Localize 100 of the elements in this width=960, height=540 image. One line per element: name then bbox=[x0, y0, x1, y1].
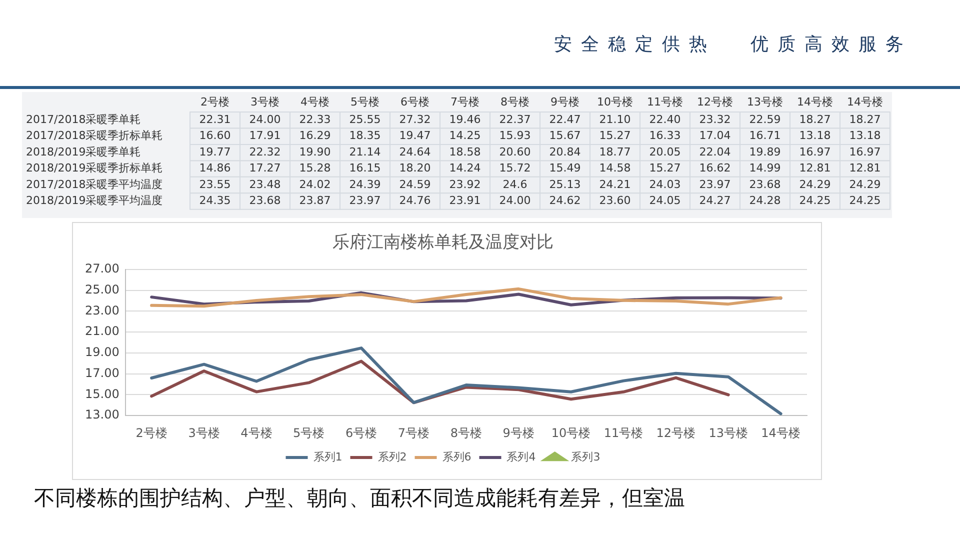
data-label: 16.15 bbox=[349, 162, 381, 175]
data-label: 16.29 bbox=[299, 129, 331, 142]
y-tick-label: 2018/2019采暖季折标单耗 bbox=[26, 162, 163, 175]
data-label: 12.81 bbox=[849, 162, 881, 175]
data-label: 16.71 bbox=[749, 129, 781, 142]
x-tick-label: 13号楼 bbox=[747, 95, 783, 108]
data-label: 18.27 bbox=[849, 112, 881, 126]
x-tick-label: 5号楼 bbox=[293, 426, 325, 440]
data-label: 24.21 bbox=[599, 178, 631, 191]
data-label: 12.81 bbox=[799, 162, 831, 175]
legend-label: 系列1 bbox=[313, 450, 342, 464]
data-label: 16.97 bbox=[799, 145, 831, 158]
data-label: 18.20 bbox=[399, 162, 431, 175]
x-tick-label: 9号楼 bbox=[550, 95, 580, 108]
data-label: 20.05 bbox=[649, 145, 681, 158]
data-label: 24.00 bbox=[249, 112, 281, 126]
y-tick-label: 23.00 bbox=[84, 303, 120, 318]
data-label: 22.37 bbox=[499, 112, 531, 126]
data-label: 23.60 bbox=[599, 194, 631, 208]
x-tick-label: 14号楼 bbox=[761, 426, 800, 440]
data-label: 23.87 bbox=[299, 194, 331, 208]
x-tick-label: 14号楼 bbox=[847, 95, 883, 108]
data-label: 23.68 bbox=[249, 194, 281, 208]
data-label: 23.68 bbox=[749, 178, 781, 191]
x-tick-label: 3号楼 bbox=[188, 426, 220, 440]
data-label: 22.32 bbox=[249, 145, 281, 158]
data-label: 18.77 bbox=[599, 145, 631, 158]
data-label: 16.62 bbox=[699, 162, 731, 175]
data-label: 27.32 bbox=[399, 112, 431, 126]
data-label: 22.31 bbox=[199, 112, 231, 126]
data-label: 25.55 bbox=[349, 112, 381, 126]
data-label: 17.27 bbox=[249, 162, 281, 175]
data-label: 15.27 bbox=[599, 129, 631, 142]
data-label: 23.55 bbox=[199, 178, 231, 191]
data-label: 24.29 bbox=[799, 178, 831, 191]
data-label: 16.60 bbox=[199, 129, 231, 142]
data-label: 15.72 bbox=[499, 162, 531, 175]
data-label: 19.46 bbox=[449, 112, 481, 126]
y-tick-label: 2017/2018采暖季单耗 bbox=[26, 112, 141, 126]
text: 不同楼栋的围护结构、户型、朝向、面积不同造成能耗有差异，但室温 bbox=[34, 485, 685, 512]
data-label: 15.27 bbox=[649, 162, 681, 175]
y-tick-label: 25.00 bbox=[84, 282, 120, 296]
data-label: 23.91 bbox=[449, 194, 481, 208]
data-label: 19.47 bbox=[399, 129, 431, 142]
y-tick-label: 2017/2018采暖季折标单耗 bbox=[26, 129, 163, 142]
y-tick-label: 27.00 bbox=[84, 262, 120, 276]
data-label: 23.92 bbox=[449, 178, 481, 191]
data-label: 21.14 bbox=[349, 145, 381, 158]
y-tick-label: 2018/2019采暖季平均温度 bbox=[26, 194, 163, 208]
x-tick-label: 10号楼 bbox=[597, 95, 633, 108]
data-label: 25.13 bbox=[549, 178, 581, 191]
data-label: 24.59 bbox=[399, 178, 431, 191]
data-label: 21.10 bbox=[599, 112, 631, 126]
data-label: 15.67 bbox=[549, 129, 581, 142]
data-label: 15.49 bbox=[549, 162, 581, 175]
y-tick-label: 2018/2019采暖季单耗 bbox=[26, 145, 141, 158]
data-label: 24.35 bbox=[199, 194, 231, 208]
data-label: 24.02 bbox=[299, 178, 331, 191]
data-label: 18.58 bbox=[449, 145, 481, 158]
x-tick-label: 12号楼 bbox=[656, 426, 696, 440]
legend-label: 系列6 bbox=[442, 450, 472, 464]
data-label: 22.47 bbox=[549, 112, 581, 126]
data-label: 24.76 bbox=[399, 194, 431, 208]
data-label: 19.90 bbox=[299, 145, 331, 158]
data-label: 22.59 bbox=[749, 112, 781, 126]
data-label: 14.99 bbox=[749, 162, 781, 175]
data-label: 23.97 bbox=[699, 178, 731, 191]
data-label: 22.33 bbox=[299, 112, 331, 126]
x-tick-label: 9号楼 bbox=[502, 426, 534, 440]
x-tick-label: 6号楼 bbox=[345, 426, 378, 440]
x-tick-label: 12号楼 bbox=[697, 95, 733, 108]
data-label: 15.93 bbox=[499, 129, 531, 142]
data-label: 24.03 bbox=[649, 178, 681, 191]
x-tick-label: 2号楼 bbox=[200, 95, 230, 108]
text: 安全稳定供热 优质高效服务 bbox=[554, 33, 913, 56]
y-tick-label: 2017/2018采暖季平均温度 bbox=[26, 178, 163, 191]
x-tick-label: 11号楼 bbox=[647, 95, 683, 108]
data-label: 24.05 bbox=[649, 194, 681, 208]
y-tick-label: 17.00 bbox=[84, 366, 120, 380]
data-label: 18.27 bbox=[799, 112, 831, 126]
data-label: 20.60 bbox=[499, 145, 531, 158]
y-tick-label: 15.00 bbox=[84, 386, 120, 401]
data-label: 16.97 bbox=[849, 145, 881, 158]
data-label: 24.29 bbox=[849, 178, 881, 191]
x-tick-label: 5号楼 bbox=[350, 95, 380, 108]
data-label: 24.64 bbox=[399, 145, 431, 158]
data-label: 23.97 bbox=[349, 194, 381, 208]
x-tick-label: 10号楼 bbox=[551, 426, 591, 440]
y-tick-label: 21.00 bbox=[84, 324, 120, 338]
x-tick-label: 13号楼 bbox=[708, 426, 748, 440]
data-label: 16.33 bbox=[649, 129, 681, 142]
data-label: 13.18 bbox=[849, 129, 881, 142]
x-tick-label: 2号楼 bbox=[136, 426, 168, 440]
data-label: 24.39 bbox=[349, 178, 381, 191]
data-label: 24.28 bbox=[749, 194, 781, 208]
x-tick-label: 4号楼 bbox=[300, 95, 330, 108]
data-label: 19.89 bbox=[749, 145, 781, 158]
y-tick-label: 13.00 bbox=[84, 408, 120, 422]
x-tick-label: 8号楼 bbox=[450, 426, 482, 440]
x-tick-label: 7号楼 bbox=[450, 95, 480, 108]
